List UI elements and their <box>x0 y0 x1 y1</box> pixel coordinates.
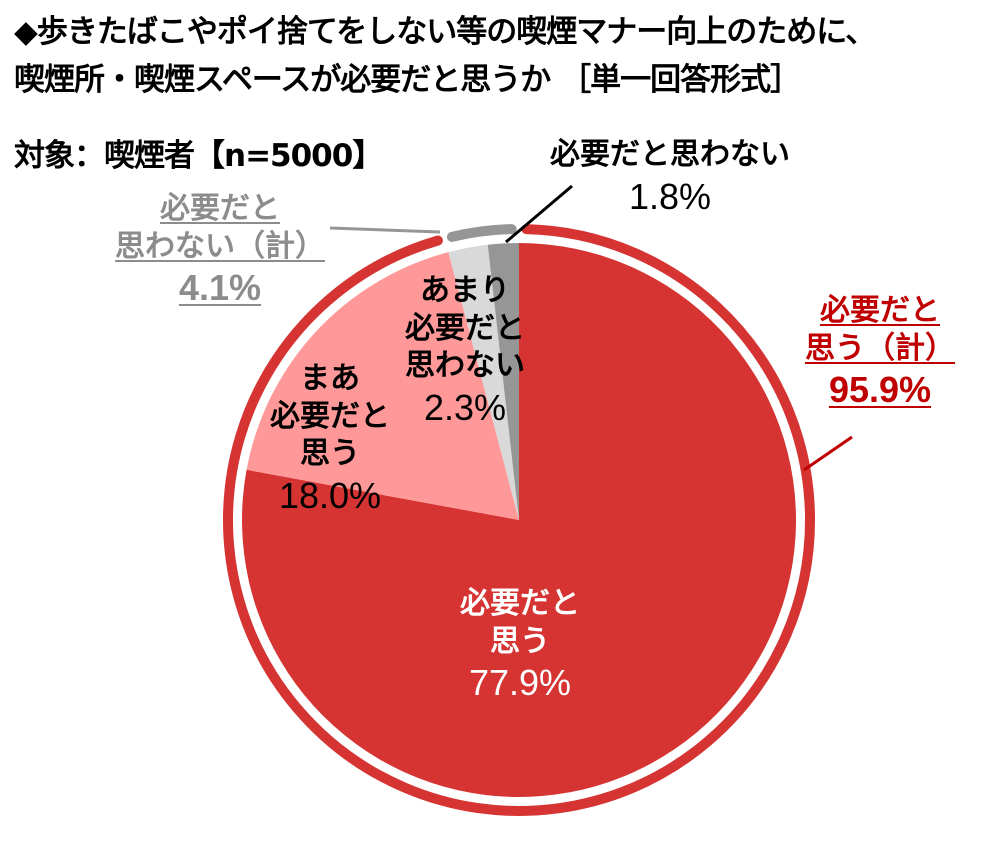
leader-line-total-need <box>803 435 853 472</box>
label-somewhat-need-text1: まあ <box>300 361 360 396</box>
pie-slices <box>241 243 797 797</box>
label-not-really-pct: 2.3% <box>423 386 507 428</box>
slice-somewhat-need <box>246 252 519 520</box>
label-not-really-text1: あまり <box>420 273 510 308</box>
chart-subtitle: 対象：喫煙者【n=5000】 <box>14 138 383 174</box>
label-somewhat-need-pct: 18.0% <box>278 474 382 516</box>
leader-line-not-need <box>505 184 573 244</box>
label-need-pct: 77.9% <box>468 662 572 703</box>
label-not-need-text1: 必要だと思わない <box>550 137 790 172</box>
label-not-really-text2: 必要だと <box>405 310 525 346</box>
label-total-not-pct: 4.1% <box>178 267 262 308</box>
label-not-really: あまり 必要だと 思わない 2.3% <box>385 272 545 430</box>
leader-lines <box>329 184 853 472</box>
label-need-text1: 必要だと <box>460 586 580 621</box>
label-need-text2: 思う <box>490 623 550 659</box>
ring-total-not <box>446 224 517 242</box>
label-total-not-text1: 必要だと <box>160 191 280 226</box>
total-rings <box>223 224 815 816</box>
label-not-really-text3: 思わない <box>405 348 525 383</box>
label-somewhat-need-text3: 思う <box>300 436 360 471</box>
label-total-not: 必要だと 思わない（計） 4.1% <box>95 190 345 310</box>
ring-total-need <box>223 224 815 816</box>
label-total-not-text2: 思わない（計） <box>115 228 325 264</box>
label-total-need: 必要だと 思う（計） 95.9% <box>795 292 965 412</box>
label-somewhat-need-text2: 必要だと <box>270 398 390 434</box>
label-not-need-pct: 1.8% <box>628 175 712 217</box>
leader-line-total-not <box>329 226 441 234</box>
label-need: 必要だと 思う 77.9% <box>420 585 620 705</box>
label-not-need: 必要だと思わない 1.8% <box>520 136 820 219</box>
label-total-need-text2: 思う（計） <box>805 330 955 366</box>
chart-title-line2: 喫煙所・喫煙スペースが必要だと思うか ［単一回答形式］ <box>14 62 801 98</box>
slice-not-need <box>487 243 519 520</box>
chart-title-line1: ◆歩きたばこやポイ捨てをしない等の喫煙マナー向上のために、 <box>14 14 876 50</box>
label-total-need-text1: 必要だと <box>820 293 940 328</box>
slice-not-really <box>448 244 519 521</box>
label-total-need-pct: 95.9% <box>828 369 932 410</box>
label-somewhat-need: まあ 必要だと 思う 18.0% <box>240 360 420 518</box>
